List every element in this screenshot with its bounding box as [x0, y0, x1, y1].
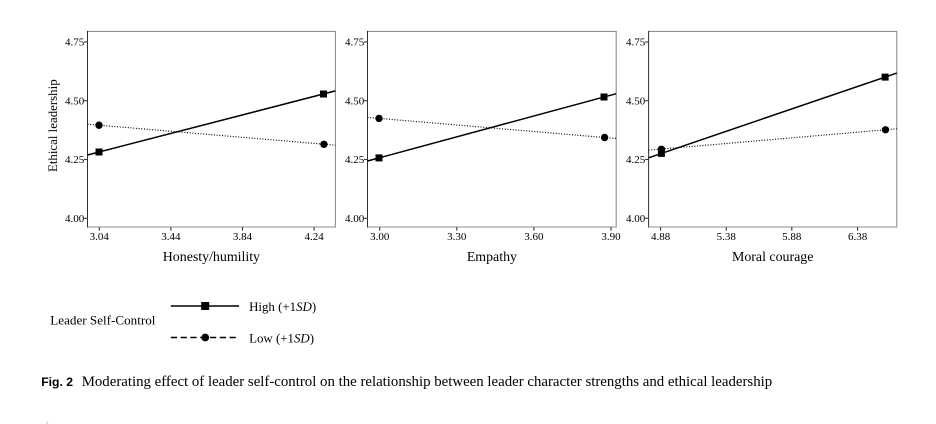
svg-text:Ethical leadership: Ethical leadership — [46, 79, 60, 172]
svg-text:5.38: 5.38 — [717, 231, 737, 243]
svg-text:3.00: 3.00 — [370, 231, 390, 243]
svg-text:3.90: 3.90 — [601, 231, 621, 243]
svg-text:4.75: 4.75 — [65, 37, 85, 49]
svg-text:3.60: 3.60 — [524, 231, 544, 243]
svg-text:3.04: 3.04 — [90, 231, 110, 243]
svg-text:Low (+1SD): Low (+1SD) — [249, 331, 314, 345]
svg-text:4.24: 4.24 — [304, 231, 324, 243]
svg-text:4.50: 4.50 — [626, 95, 646, 107]
svg-text:3.30: 3.30 — [447, 231, 467, 243]
svg-text:4.88: 4.88 — [651, 231, 671, 243]
svg-text:5.88: 5.88 — [782, 231, 802, 243]
svg-text:4.25: 4.25 — [345, 154, 365, 166]
svg-text:Moderating effect of leader se: Moderating effect of leader self-control… — [82, 374, 772, 390]
svg-text:4.75: 4.75 — [626, 37, 646, 49]
svg-text:Honesty/humility: Honesty/humility — [163, 250, 260, 265]
svg-text:4.25: 4.25 — [65, 154, 85, 166]
svg-text:6.38: 6.38 — [848, 231, 868, 243]
svg-text:4.50: 4.50 — [345, 95, 365, 107]
svg-text:Leader Self-Control: Leader Self-Control — [50, 313, 155, 328]
svg-text:4.00: 4.00 — [345, 213, 365, 225]
svg-text:4.00: 4.00 — [626, 213, 646, 225]
svg-text:4.50: 4.50 — [65, 95, 85, 107]
svg-text:Fig. 2: Fig. 2 — [41, 375, 73, 389]
svg-text:3.44: 3.44 — [161, 231, 181, 243]
svg-text:4.00: 4.00 — [65, 213, 85, 225]
svg-text:High (+1SD): High (+1SD) — [249, 300, 316, 314]
svg-text:4.25: 4.25 — [626, 154, 646, 166]
svg-text:3.84: 3.84 — [233, 231, 253, 243]
svg-text:4.75: 4.75 — [345, 37, 365, 49]
svg-text:Moral courage: Moral courage — [732, 250, 813, 265]
svg-text:Empathy: Empathy — [467, 250, 517, 265]
